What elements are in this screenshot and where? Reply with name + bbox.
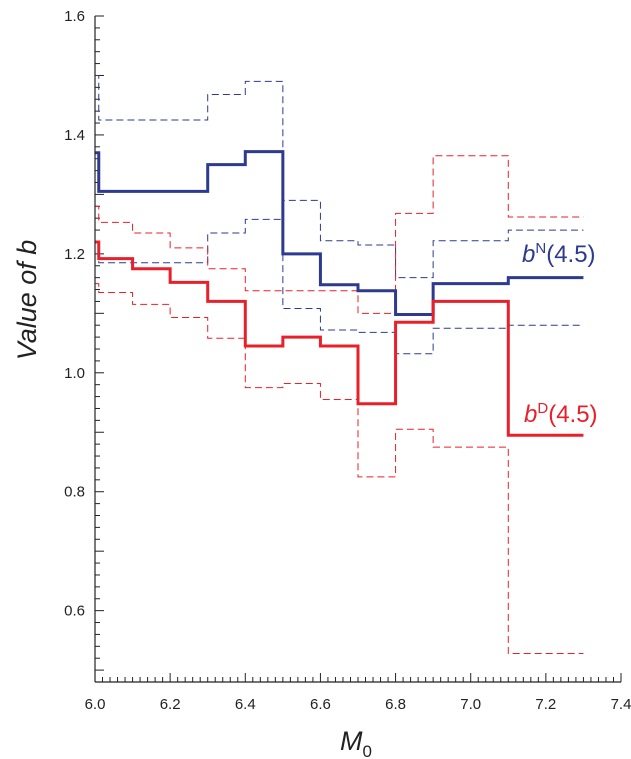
series-line-bD-upper	[95, 155, 584, 314]
x-tick-label: 6.4	[235, 696, 256, 713]
series-label-bD-base: b	[524, 401, 537, 428]
series-line-bN	[95, 150, 584, 317]
series-line-bD	[95, 240, 584, 437]
x-tick-label: 6.0	[85, 696, 106, 713]
x-axis-title: M0	[340, 726, 372, 759]
y-tick-label: 1.0	[64, 365, 85, 382]
series-line-bD-lower	[95, 283, 584, 654]
y-axis-title: Value of b	[12, 240, 42, 361]
x-tick-label: 7.2	[535, 696, 556, 713]
y-tick-label: 1.2	[64, 246, 85, 263]
y-tick-label: 0.6	[64, 603, 85, 620]
x-tick-label: 6.2	[160, 696, 181, 713]
y-tick-label: 1.6	[64, 8, 85, 25]
x-tick-label: 7.4	[611, 696, 631, 713]
y-tick-label: 0.8	[64, 484, 85, 501]
series-line-bN-lower	[95, 218, 584, 355]
series-label-bN: bN(4.5)	[522, 240, 596, 268]
y-tick-labels: 0.6 0.8 1.0 1.2 1.4 1.6	[64, 8, 85, 620]
y-tick-label: 1.4	[64, 127, 85, 144]
series-label-bD: bD(4.5)	[524, 400, 598, 428]
x-tick-label: 6.8	[385, 696, 406, 713]
x-axis-title-main: M	[340, 726, 363, 756]
x-tick-label: 6.6	[310, 696, 331, 713]
series-label-bN-sup: N	[535, 240, 546, 257]
x-tick-labels: 6.0 6.2 6.4 6.6 6.8 7.0 7.2 7.4	[85, 696, 631, 713]
series-label-bD-sup: D	[537, 400, 548, 417]
series-layer	[95, 74, 584, 654]
series-label-bN-base: b	[522, 241, 535, 268]
series-label-bN-tail: (4.5)	[546, 241, 595, 268]
series-line-bN-upper	[95, 74, 584, 279]
axis-ticks	[94, 15, 622, 683]
x-tick-label: 7.0	[460, 696, 481, 713]
x-axis-title-subscript: 0	[363, 742, 372, 759]
series-label-bD-tail: (4.5)	[548, 401, 597, 428]
